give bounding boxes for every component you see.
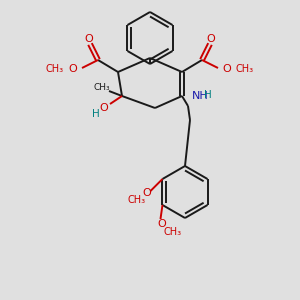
Text: O: O: [85, 34, 93, 44]
Text: CH₃: CH₃: [128, 195, 146, 205]
Text: CH₃: CH₃: [164, 227, 181, 237]
Text: O: O: [68, 64, 77, 74]
Text: O: O: [207, 34, 215, 44]
Text: CH₃: CH₃: [94, 83, 110, 92]
Text: CH₃: CH₃: [236, 64, 254, 74]
Text: O: O: [100, 103, 108, 113]
Text: NH: NH: [192, 91, 209, 101]
Text: H: H: [92, 109, 100, 119]
Text: H: H: [204, 91, 212, 100]
Text: O: O: [222, 64, 231, 74]
Text: O: O: [142, 188, 151, 198]
Text: CH₃: CH₃: [46, 64, 64, 74]
Text: O: O: [157, 219, 166, 229]
